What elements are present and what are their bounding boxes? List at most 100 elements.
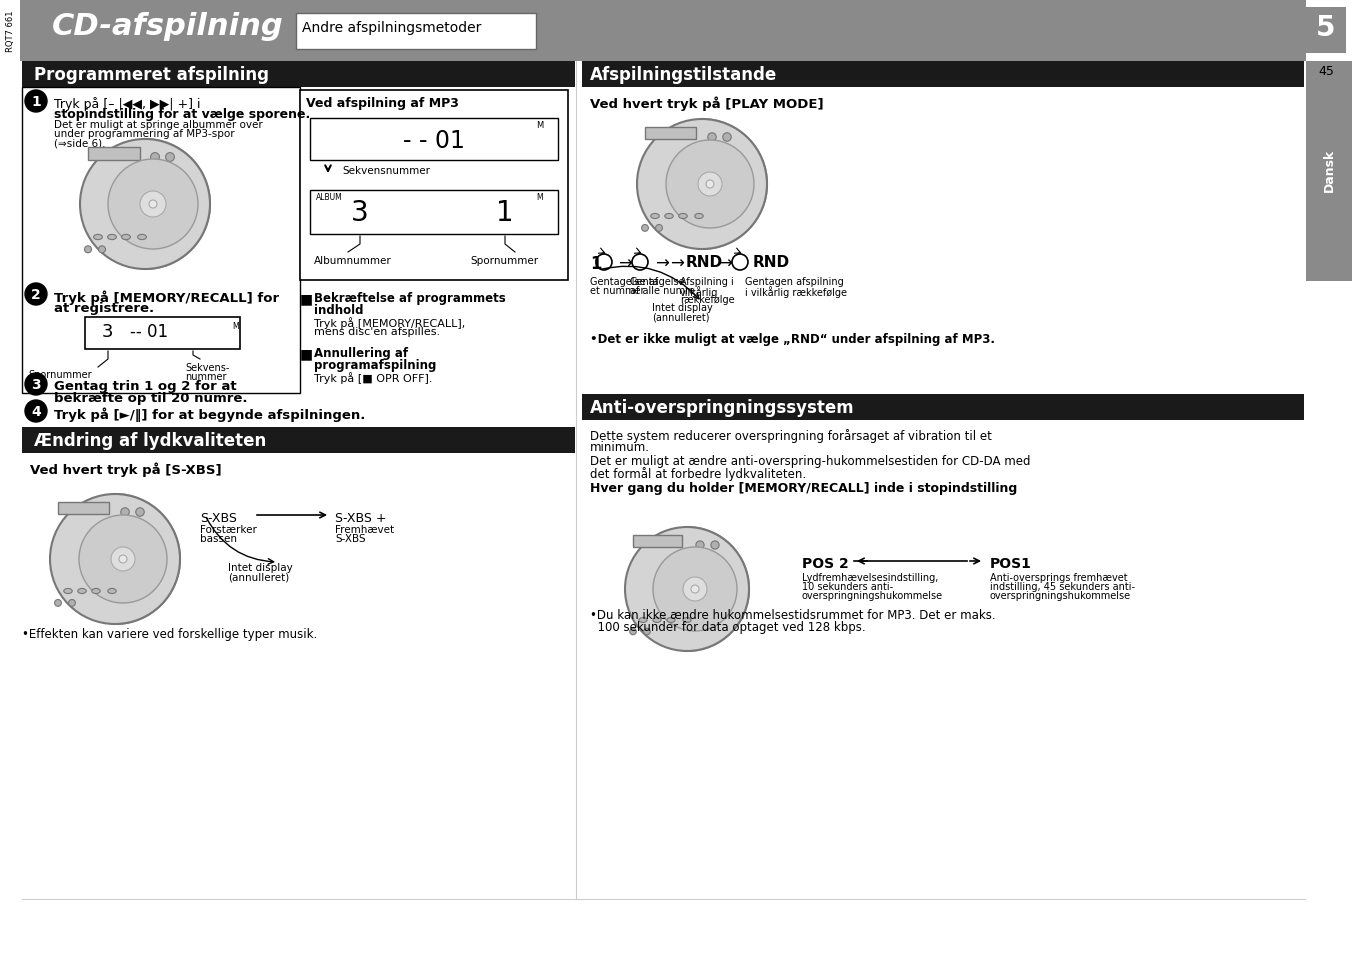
Bar (296, 14, 535, 50)
Text: M: M (535, 193, 542, 202)
Circle shape (99, 247, 105, 253)
Ellipse shape (679, 214, 687, 219)
Text: bekræfte op til 20 numre.: bekræfte op til 20 numre. (54, 392, 247, 405)
Ellipse shape (683, 618, 691, 623)
Bar (85, 317, 241, 350)
Bar (1306, 0, 1352, 62)
Text: Albumnummer: Albumnummer (314, 255, 392, 266)
Text: i vilkårlig rækkefølge: i vilkårlig rækkefølge (745, 286, 846, 297)
Polygon shape (115, 495, 180, 624)
Bar (58, 502, 110, 515)
Circle shape (696, 541, 704, 550)
Circle shape (135, 508, 145, 517)
Text: Lydfremhævelsesindstilling,: Lydfremhævelsesindstilling, (802, 573, 938, 582)
Text: minimum.: minimum. (589, 440, 650, 454)
Text: bassen: bassen (200, 534, 237, 543)
Circle shape (50, 495, 180, 624)
Text: Sekvens-: Sekvens- (185, 363, 230, 373)
Text: S-XBS: S-XBS (200, 512, 237, 524)
Text: Forstærker: Forstærker (200, 524, 257, 535)
Text: M: M (233, 322, 238, 331)
Ellipse shape (64, 589, 72, 594)
Text: Afspilning i: Afspilning i (680, 276, 734, 287)
Ellipse shape (695, 214, 703, 219)
Ellipse shape (138, 235, 146, 240)
Circle shape (24, 400, 47, 422)
Circle shape (54, 599, 61, 607)
Text: Andre afspilningsmetoder: Andre afspilningsmetoder (301, 21, 481, 35)
Circle shape (653, 547, 737, 631)
Text: Intet display: Intet display (652, 303, 713, 313)
Text: RND: RND (753, 254, 790, 270)
Bar (300, 91, 568, 281)
Text: POS1: POS1 (990, 557, 1032, 571)
Text: Ændring af lydkvaliteten: Ændring af lydkvaliteten (34, 432, 266, 450)
Text: Hver gang du holder [MEMORY/RECALL] inde i stopindstilling: Hver gang du holder [MEMORY/RECALL] inde… (589, 481, 1017, 495)
Text: S-XBS +: S-XBS + (335, 512, 387, 524)
Circle shape (711, 541, 719, 550)
Circle shape (24, 284, 47, 306)
Text: Tryk på [– |◀◀, ▶▶| +] i: Tryk på [– |◀◀, ▶▶| +] i (54, 97, 200, 111)
Text: S-XBS: S-XBS (335, 534, 365, 543)
Text: Ved afspilning af MP3: Ved afspilning af MP3 (306, 97, 458, 110)
Text: mens disc'en afspilles.: mens disc'en afspilles. (314, 327, 441, 336)
Text: Gentag trin 1 og 2 for at: Gentag trin 1 og 2 for at (54, 379, 237, 393)
Ellipse shape (665, 214, 673, 219)
Text: Spornummer: Spornummer (470, 255, 538, 266)
Circle shape (84, 247, 92, 253)
Text: POS 2: POS 2 (802, 557, 849, 571)
Circle shape (24, 91, 47, 112)
Circle shape (111, 547, 135, 572)
Text: ■: ■ (300, 292, 314, 306)
Bar (633, 536, 681, 547)
Text: →: → (618, 254, 631, 273)
Ellipse shape (93, 235, 103, 240)
Text: 1: 1 (589, 254, 602, 273)
Text: Fremhævet: Fremhævet (335, 524, 395, 535)
Text: Anti-overspringningssystem: Anti-overspringningssystem (589, 398, 854, 416)
Circle shape (707, 133, 717, 142)
Circle shape (667, 141, 754, 229)
Bar (296, 14, 535, 50)
Circle shape (78, 516, 168, 603)
Text: Ved hvert tryk på [S-XBS]: Ved hvert tryk på [S-XBS] (30, 461, 222, 476)
Text: 1: 1 (496, 199, 514, 227)
Text: Det er muligt at ændre anti-overspring-hukommelsestiden for CD-DA med: Det er muligt at ændre anti-overspring-h… (589, 455, 1030, 468)
Text: af alle numre: af alle numre (630, 286, 695, 295)
Circle shape (149, 201, 157, 209)
Text: 10 sekunders anti-: 10 sekunders anti- (802, 581, 894, 592)
Text: Tryk på [MEMORY/RECALL],: Tryk på [MEMORY/RECALL], (314, 316, 465, 329)
Bar (22, 428, 575, 454)
Ellipse shape (78, 589, 87, 594)
Text: - - 01: - - 01 (403, 129, 465, 152)
Text: 100 sekunder for data optaget ved 128 kbps.: 100 sekunder for data optaget ved 128 kb… (589, 620, 865, 634)
Text: Dansk: Dansk (1322, 149, 1336, 192)
Circle shape (165, 153, 174, 162)
Circle shape (108, 160, 197, 250)
Ellipse shape (108, 589, 116, 594)
Circle shape (80, 140, 210, 270)
Circle shape (24, 374, 47, 395)
Ellipse shape (639, 618, 648, 623)
Text: ■: ■ (300, 347, 314, 360)
Circle shape (691, 585, 699, 594)
Text: Intet display: Intet display (228, 562, 293, 573)
Text: (annulleret): (annulleret) (652, 313, 710, 323)
Text: 4: 4 (31, 405, 41, 418)
Text: Anti-oversprings fremhævet: Anti-oversprings fremhævet (990, 573, 1128, 582)
Bar (645, 128, 696, 140)
Ellipse shape (108, 235, 116, 240)
Bar (310, 119, 558, 161)
Text: -- 01: -- 01 (130, 323, 168, 340)
Text: ALBUM: ALBUM (316, 193, 343, 202)
Text: →: → (654, 254, 669, 273)
Text: 2: 2 (31, 288, 41, 302)
Bar (581, 395, 1303, 420)
Circle shape (642, 225, 649, 233)
Text: at registrere.: at registrere. (54, 302, 154, 314)
Ellipse shape (92, 589, 100, 594)
Text: RQT7 661: RQT7 661 (5, 10, 15, 51)
Text: indstilling, 45 sekunders anti-: indstilling, 45 sekunders anti- (990, 581, 1134, 592)
Ellipse shape (650, 214, 660, 219)
Text: Programmeret afspilning: Programmeret afspilning (34, 66, 269, 84)
